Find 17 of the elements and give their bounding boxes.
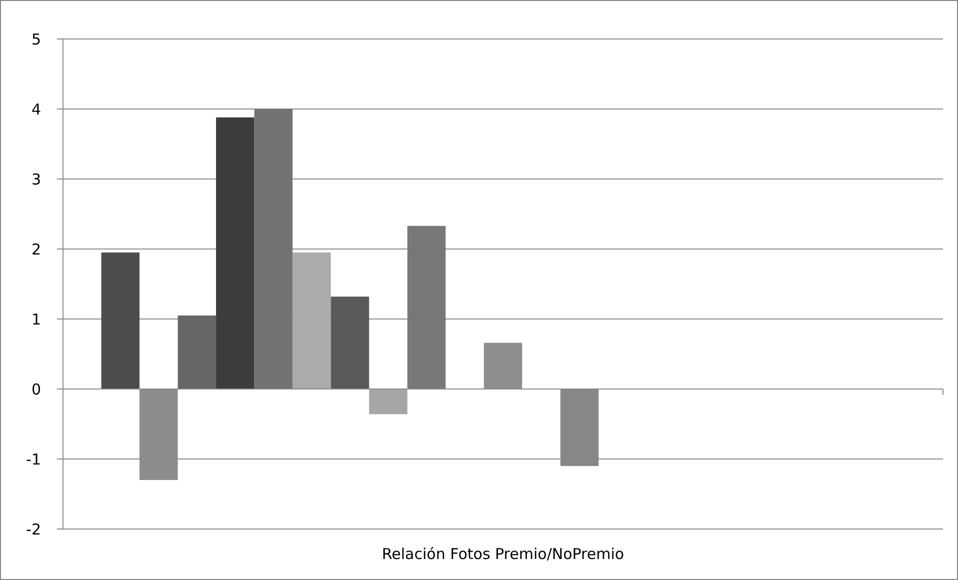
- y-tick-label: 3: [31, 170, 41, 188]
- y-tick-label: 5: [31, 30, 41, 48]
- y-tick-label: -1: [26, 450, 41, 468]
- y-tick-label: -2: [26, 520, 41, 538]
- y-tick-label: 0: [31, 380, 41, 398]
- bar: [254, 109, 293, 389]
- bar: [330, 296, 370, 389]
- bar: [407, 226, 446, 389]
- bar: [178, 316, 216, 389]
- y-tick-label: 2: [31, 240, 41, 258]
- bar: [369, 389, 408, 414]
- y-tick-label: 1: [31, 310, 41, 328]
- x-axis-title: Relación Fotos Premio/NoPremio: [382, 545, 624, 563]
- bar: [101, 252, 140, 389]
- bar: [292, 252, 331, 389]
- bar: [216, 117, 254, 389]
- y-tick-label: 4: [31, 100, 41, 118]
